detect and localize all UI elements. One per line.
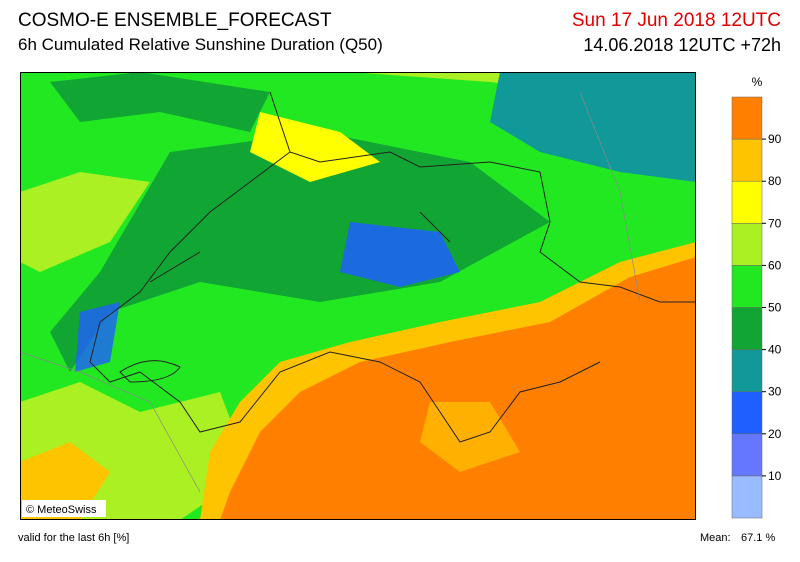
map: © MeteoSwiss	[20, 72, 696, 520]
subtitle: 6h Cumulated Relative Sunshine Duration …	[18, 35, 383, 54]
mean-label: Mean:	[700, 532, 731, 544]
color-bin	[731, 433, 763, 477]
color-bin	[731, 138, 763, 182]
title: COSMO-E ENSEMBLE_FORECAST	[18, 10, 332, 31]
tick-label: 60	[768, 258, 782, 272]
color-bin	[731, 307, 763, 350]
color-bin	[731, 475, 763, 519]
tick-label: 70	[768, 216, 782, 230]
legend-unit: %	[752, 75, 763, 89]
color-bin	[731, 180, 763, 224]
tick-label: 50	[768, 301, 782, 315]
color-bin	[731, 349, 763, 392]
mean-value: 67.1 %	[741, 532, 776, 544]
tick-label: 10	[768, 469, 782, 483]
tick-label: 90	[768, 132, 782, 146]
footer-note: valid for the last 6h [%]	[18, 532, 130, 544]
color-bin	[731, 223, 763, 266]
tick-label: 40	[768, 343, 782, 357]
color-bin	[731, 96, 763, 140]
tick-label: 30	[768, 385, 782, 399]
tick-label: 80	[768, 174, 782, 188]
color-bin	[731, 265, 763, 308]
tick-label: 20	[768, 427, 782, 441]
credit: © MeteoSwiss	[26, 504, 97, 516]
colorbar: % 10 20 30 40 50 60 70 80 90	[731, 75, 782, 519]
run-info: 14.06.2018 12UTC +72h	[583, 35, 781, 55]
color-bin	[731, 391, 763, 435]
valid-date: Sun 17 Jun 2018 12UTC	[571, 10, 781, 31]
